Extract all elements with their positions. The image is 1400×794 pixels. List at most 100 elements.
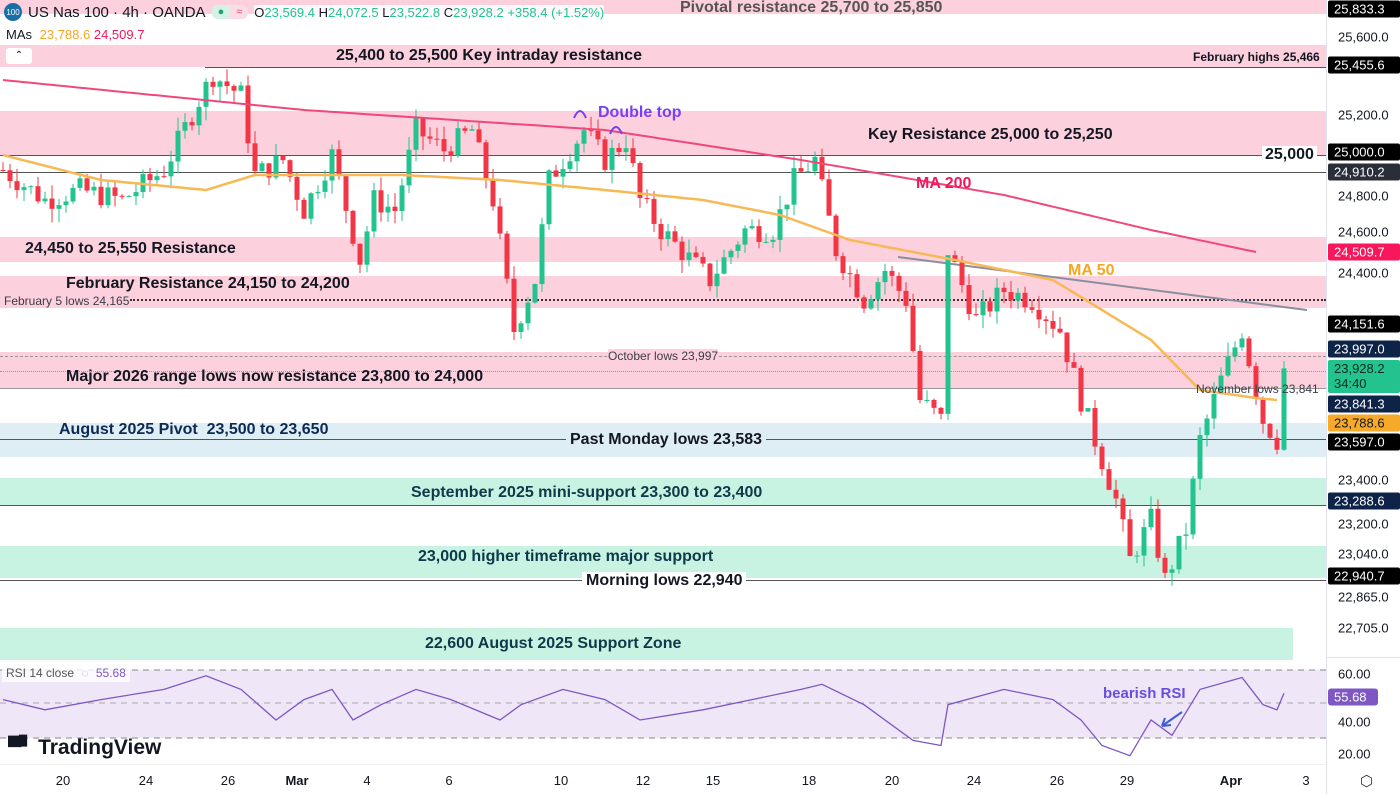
candle-up xyxy=(238,85,244,91)
candle-up xyxy=(994,287,1000,312)
mas-label[interactable]: MAs xyxy=(6,27,32,42)
key-intraday-resistance-label: 25,400 to 25,500 Key intraday resistance xyxy=(336,47,642,64)
time-tick: 20 xyxy=(884,773,900,788)
candle-down xyxy=(679,241,685,261)
candle-up xyxy=(735,244,741,251)
open-value: 23,569.4 xyxy=(264,4,315,20)
candle-up xyxy=(1085,408,1091,412)
candle-up xyxy=(364,231,370,265)
badge-monday: 23,597.0 xyxy=(1328,433,1400,451)
candle-up xyxy=(875,282,881,300)
candle-up xyxy=(980,301,986,316)
price-tick: 24,600.0 xyxy=(1338,224,1389,240)
candle-up xyxy=(308,193,314,219)
august-pivot-label: August 2025 Pivot 23,500 to 23,650 xyxy=(59,421,329,438)
august-support-zone xyxy=(0,628,1293,660)
price-chart[interactable] xyxy=(0,0,1326,794)
time-tick: 20 xyxy=(55,773,71,788)
candle-up xyxy=(546,170,552,225)
candle-down xyxy=(1253,366,1259,398)
candle-down xyxy=(637,163,643,198)
november-lows-line xyxy=(0,388,1326,389)
high-value: 24,072.5 xyxy=(328,4,379,20)
candle-down xyxy=(511,278,517,332)
candle-down xyxy=(252,143,258,172)
candle-down xyxy=(1099,446,1105,470)
time-axis-divider xyxy=(0,764,1326,765)
tradingview-logo-icon: ▀▘ xyxy=(8,737,34,758)
collapse-legend-button[interactable]: ⌃ xyxy=(6,48,32,64)
symbol-title[interactable]: US Nas 100 · 4h · OANDA xyxy=(28,3,206,21)
candle-up xyxy=(924,399,930,401)
candle-down xyxy=(350,210,356,244)
candle-up xyxy=(525,302,531,324)
candle-down xyxy=(462,128,468,131)
price-tick: 25,600.0 xyxy=(1338,29,1389,45)
ma50-value: 23,788.6 xyxy=(39,27,91,42)
candle-up xyxy=(749,226,755,229)
candle-down xyxy=(483,142,489,180)
candle-up xyxy=(1232,347,1238,357)
close-label: C xyxy=(443,4,454,20)
candle-down xyxy=(1106,469,1112,490)
candle-up xyxy=(945,255,951,414)
candle-down xyxy=(119,195,125,197)
candle-up xyxy=(203,81,209,107)
candle-down xyxy=(952,255,958,263)
market-status-toggle[interactable]: ● ≈ xyxy=(211,5,249,19)
candle-up xyxy=(175,130,181,162)
ma200-value: 24,509.7 xyxy=(93,27,145,42)
low-label: L xyxy=(382,4,390,20)
candle-up xyxy=(1281,368,1287,450)
candle-up xyxy=(273,155,279,178)
delay-icon: ≈ xyxy=(230,5,249,19)
candle-up xyxy=(728,250,734,258)
badge-february-high: 25,455.6 xyxy=(1328,56,1400,74)
candle-up xyxy=(574,143,580,162)
candle-down xyxy=(448,151,454,156)
candle-up xyxy=(385,206,391,213)
september-line xyxy=(0,505,1326,506)
candle-down xyxy=(840,256,846,274)
candle-down xyxy=(1127,519,1133,557)
february5-lows-label: February 5 lows 24,165 xyxy=(4,294,130,308)
candle-down xyxy=(1092,408,1098,447)
tradingview-logo-text: TradingView xyxy=(38,736,162,759)
rsi-panel-bg xyxy=(0,670,1326,738)
candle-up xyxy=(469,129,475,131)
settings-gear-icon[interactable]: ⬡ xyxy=(1360,773,1374,790)
february-resistance-label: February Resistance 24,150 to 24,200 xyxy=(66,275,350,292)
time-tick: 26 xyxy=(1049,773,1065,788)
rsi-tick: 20.00 xyxy=(1338,746,1371,762)
bearish-rsi-label: bearish RSI xyxy=(1103,685,1186,702)
price-tick: 24,400.0 xyxy=(1338,265,1389,281)
change-value: +358.4 (+1.52%) xyxy=(507,4,605,20)
candle-up xyxy=(455,128,461,156)
candle-up xyxy=(1211,393,1217,419)
rsi-label[interactable]: RSI 14 close xyxy=(6,666,75,680)
ma50-line xyxy=(2,153,1278,402)
badge-morning: 22,940.7 xyxy=(1328,567,1400,585)
candle-up xyxy=(1015,292,1021,301)
candle-down xyxy=(378,190,384,213)
february-resistance-zone xyxy=(0,276,1326,308)
candle-down xyxy=(1064,332,1070,363)
candle-down xyxy=(693,252,699,257)
candle-down xyxy=(224,81,230,87)
ma200-line xyxy=(2,79,1257,253)
tradingview-logo[interactable]: ▀▘ TradingView xyxy=(8,736,161,760)
candle-down xyxy=(0,170,6,171)
morning-lows-label: Morning lows 22,940 xyxy=(582,572,747,590)
close-value: 23,928.2 xyxy=(453,4,504,20)
candle-up xyxy=(1190,478,1196,535)
candle-down xyxy=(147,174,153,181)
candle-up xyxy=(714,273,720,287)
bearish-rsi-arrow-icon xyxy=(1161,711,1183,727)
candle-down xyxy=(287,160,293,177)
candle-down xyxy=(966,285,972,315)
candle-up xyxy=(665,231,671,240)
candle-down xyxy=(189,122,195,126)
candle-down xyxy=(476,129,482,143)
candle-down xyxy=(707,263,713,287)
time-tick: 18 xyxy=(801,773,817,788)
